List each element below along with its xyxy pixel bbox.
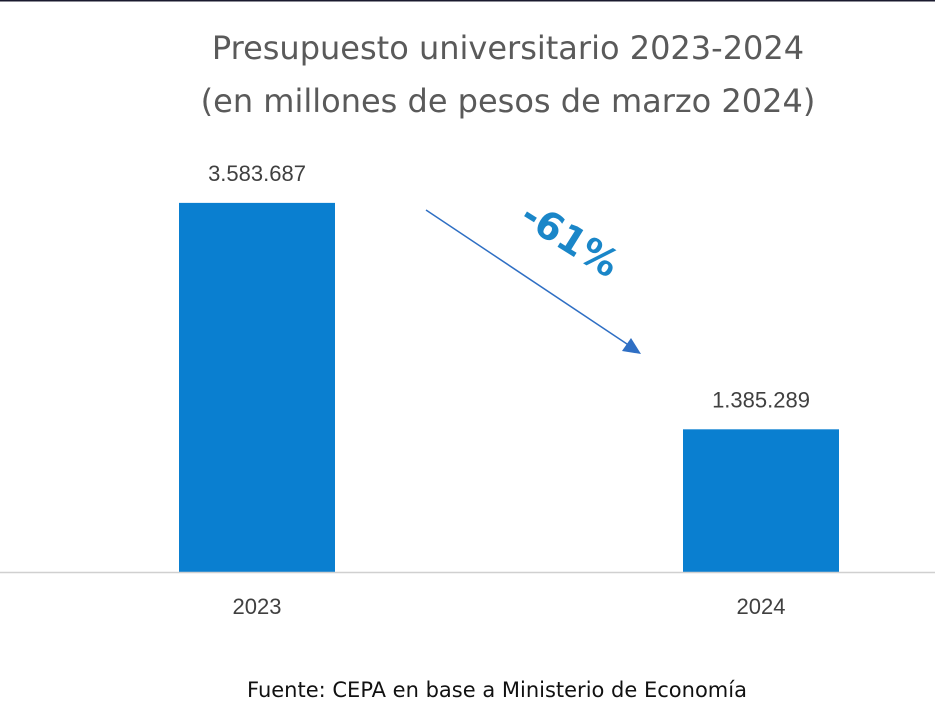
source-note: Fuente: CEPA en base a Ministerio de Eco… — [247, 678, 747, 702]
decrease-arrow-line — [425, 209, 631, 347]
chart-title-line-2: (en millones de pesos de marzo 2024) — [201, 82, 816, 120]
data-label-2023: 3.583.687 — [208, 161, 306, 186]
x-tick-label-2024: 2024 — [737, 594, 786, 619]
decrease-arrow-head — [622, 338, 641, 354]
chart-title-line-1: Presupuesto universitario 2023-2024 — [212, 29, 804, 67]
data-label-2024: 1.385.289 — [712, 387, 810, 412]
change-annotation: -61% — [425, 192, 641, 354]
bar-2024 — [683, 429, 839, 572]
change-percent-label: -61% — [513, 192, 627, 286]
bar-2023 — [179, 202, 335, 572]
x-tick-label-2023: 2023 — [233, 594, 282, 619]
